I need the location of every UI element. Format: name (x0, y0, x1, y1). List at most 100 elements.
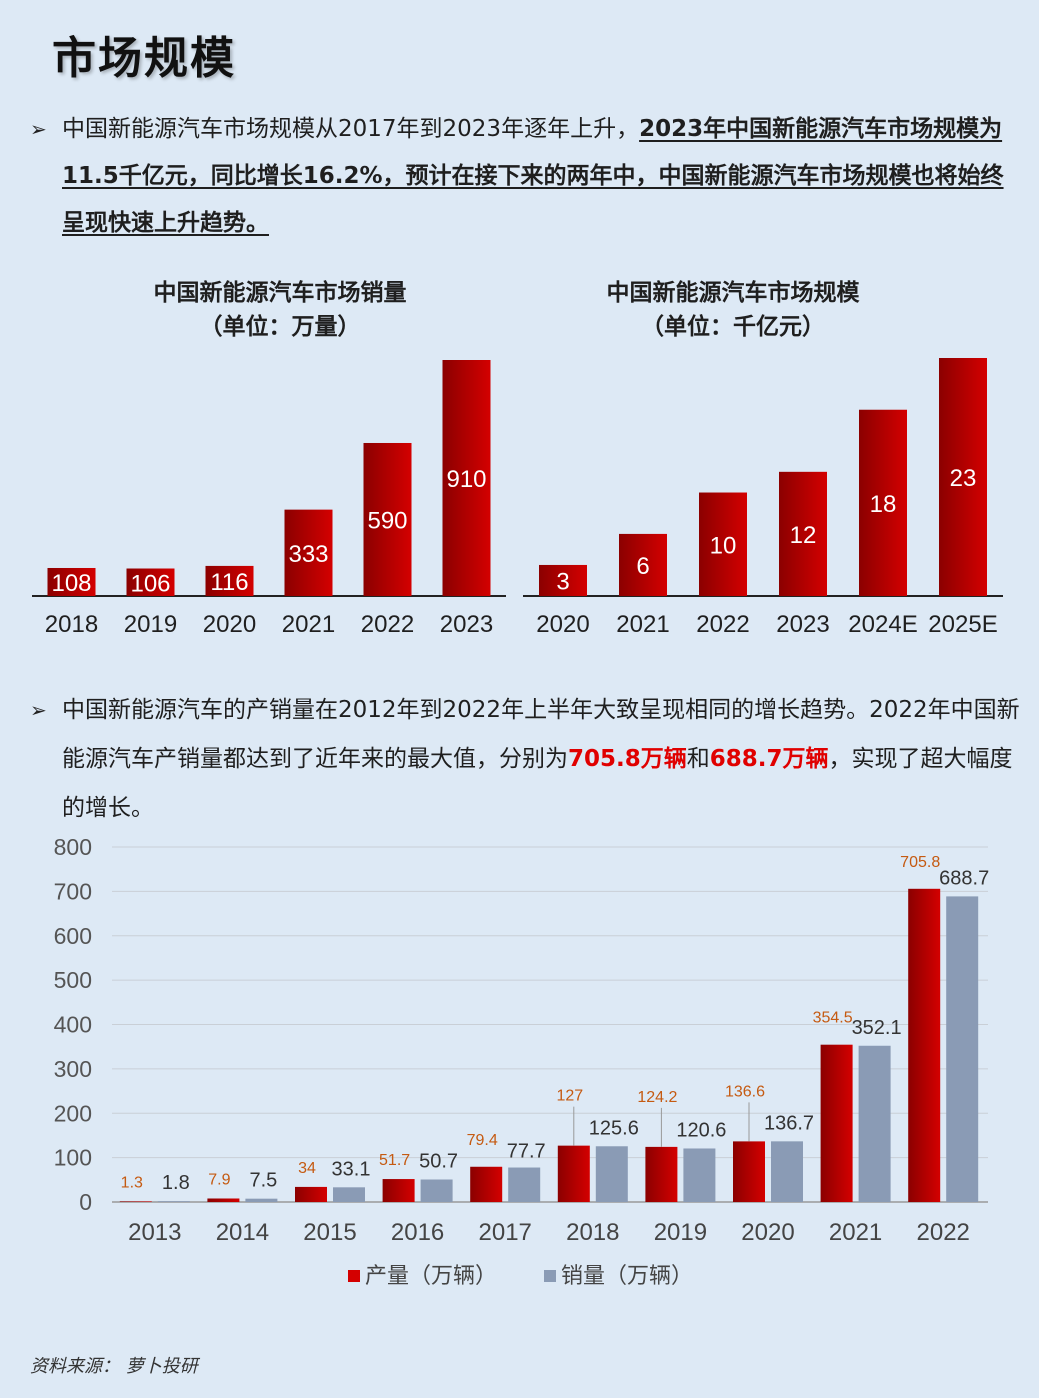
production-bar (119, 1201, 152, 1202)
x-tick-label: 2014 (216, 1219, 269, 1246)
bullet-arrow-icon: ➢ (30, 117, 47, 141)
chart1-title-block: 中国新能源汽车市场销量 （单位：万量） (40, 276, 520, 344)
chart1-subtitle: （单位：万量） (199, 313, 361, 340)
x-tick-label: 2024E (848, 611, 917, 638)
production-bar (645, 1146, 678, 1202)
market-size-bar-chart: 3 2020 6 2021 10 2022 12 2023 18 2024E 23 2025E (523, 358, 1003, 638)
y-tick-label: 0 (79, 1189, 92, 1215)
chart2-title-block: 中国新能源汽车市场规模 （单位：千亿元） (508, 276, 958, 344)
source-note: 资料来源： 萝卜投研 (30, 1356, 198, 1377)
y-tick-label: 700 (54, 878, 92, 904)
production-value-label: 34 (298, 1160, 316, 1177)
sales-bar (683, 1148, 716, 1202)
y-tick-label: 300 (54, 1056, 92, 1082)
sales-value-label: 7.5 (249, 1170, 277, 1192)
bar-value-label: 12 (790, 522, 817, 549)
sales-value-label: 136.7 (764, 1112, 814, 1134)
sales-bar (595, 1146, 628, 1202)
chart1-title: 中国新能源汽车市场销量 (153, 279, 407, 306)
x-tick-label: 2020 (536, 611, 589, 638)
production-bar (382, 1179, 415, 1202)
bullet-arrow-icon: ➢ (30, 698, 47, 722)
production-and: 和 (686, 746, 710, 772)
sales-bar (946, 896, 979, 1202)
x-tick-label: 2022 (696, 611, 749, 638)
bar-value-label: 10 (710, 532, 737, 559)
bar-value-label: 106 (130, 570, 170, 597)
production-value-label: 354.5 (813, 1010, 853, 1027)
y-tick-label: 200 (54, 1100, 92, 1126)
bar (619, 533, 667, 596)
production-bar (207, 1198, 240, 1202)
intro-text: 中国新能源汽车市场规模从2017年到2023年逐年上升， (62, 116, 640, 142)
bar (779, 471, 827, 596)
production-text: 中国新能源汽车的产销量在2012年到2022年上半年大致呈现相同的增长趋势。20… (62, 697, 1020, 772)
y-tick-label: 100 (54, 1145, 92, 1171)
sales-bar (858, 1045, 891, 1202)
bar-value-label: 590 (367, 507, 407, 534)
bar (47, 567, 96, 596)
y-tick-label: 800 (54, 834, 92, 860)
legend-sales-label: 销量（万辆） (561, 1263, 693, 1288)
bar (126, 568, 175, 596)
legend-sales-swatch (544, 1270, 556, 1282)
bar-value-label: 18 (870, 491, 897, 518)
x-tick-label: 2020 (203, 611, 256, 638)
x-tick-label: 2016 (391, 1219, 444, 1246)
x-tick-label: 2018 (45, 611, 98, 638)
sales-bar (508, 1167, 541, 1202)
production-bar (295, 1186, 327, 1202)
sales-value-label: 352.1 (852, 1017, 902, 1039)
bar (363, 442, 412, 596)
sales-value-label: 1.8 (162, 1172, 190, 1194)
sales-bar-chart: 108 2018 106 2019 116 2020 333 2021 590 2022 910 20… (32, 360, 506, 638)
bar (699, 492, 747, 596)
production-value-label: 1.3 (121, 1174, 143, 1191)
sales-value: 688.7万辆 (709, 746, 829, 772)
bar-value-label: 108 (51, 570, 91, 597)
sales-bar (771, 1141, 803, 1202)
production-sales-chart: 0 100 200 300 400 500 600 700 800 1.3 1.8 2013 7.9 7.… (54, 834, 990, 1288)
x-tick-label: 2019 (654, 1219, 707, 1246)
sales-value-label: 120.6 (676, 1119, 726, 1141)
legend-production-swatch (348, 1270, 360, 1282)
bar (859, 409, 907, 596)
bar-value-label: 3 (556, 568, 569, 595)
x-tick-label: 2023 (776, 611, 829, 638)
page-title: 市场规模 (52, 33, 236, 84)
chart2-subtitle: （单位：千亿元） (641, 313, 825, 340)
sales-bar (420, 1179, 453, 1202)
intro-highlight: 2023年中国新能源汽车市场规模为11.5千亿元，同比增长16.2%，预计在接下… (62, 116, 1004, 236)
bar-value-label: 6 (636, 553, 649, 580)
x-tick-label: 2022 (917, 1219, 970, 1246)
x-tick-label: 2025E (928, 611, 997, 638)
production-tail: ，实现了超大幅度的增长。 (62, 746, 1013, 821)
x-tick-label: 2019 (124, 611, 177, 638)
sales-value-label: 688.7 (939, 867, 989, 889)
production-value-label: 136.6 (725, 1083, 765, 1100)
bar (284, 509, 333, 596)
production-value: 705.8万辆 (568, 746, 687, 772)
bar-value-label: 333 (288, 541, 328, 568)
x-tick-label: 2021 (616, 611, 669, 638)
y-tick-label: 400 (54, 1012, 92, 1038)
bar (442, 360, 491, 596)
x-tick-label: 2022 (361, 611, 414, 638)
sales-value-label: 125.6 (589, 1117, 639, 1139)
production-value-label: 127 (556, 1088, 583, 1105)
bar-value-label: 910 (446, 466, 486, 493)
production-bar (470, 1166, 503, 1202)
production-value-label: 7.9 (208, 1171, 230, 1188)
x-tick-label: 2017 (479, 1219, 532, 1246)
x-tick-label: 2023 (440, 611, 493, 638)
production-bar (733, 1141, 765, 1202)
production-value-label: 124.2 (637, 1089, 677, 1106)
bar-value-label: 23 (950, 465, 977, 492)
x-tick-label: 2021 (282, 611, 335, 638)
production-value-label: 705.8 (900, 854, 940, 871)
production-paragraph: 中国新能源汽车的产销量在2012年到2022年上半年大致呈现相同的增长趋势。20… (62, 686, 1020, 833)
x-tick-label: 2018 (566, 1219, 619, 1246)
intro-paragraph: 中国新能源汽车市场规模从2017年到2023年逐年上升，2023年中国新能源汽车… (62, 106, 1020, 247)
chart2-title: 中国新能源汽车市场规模 (606, 279, 860, 306)
sales-bar (245, 1198, 278, 1202)
